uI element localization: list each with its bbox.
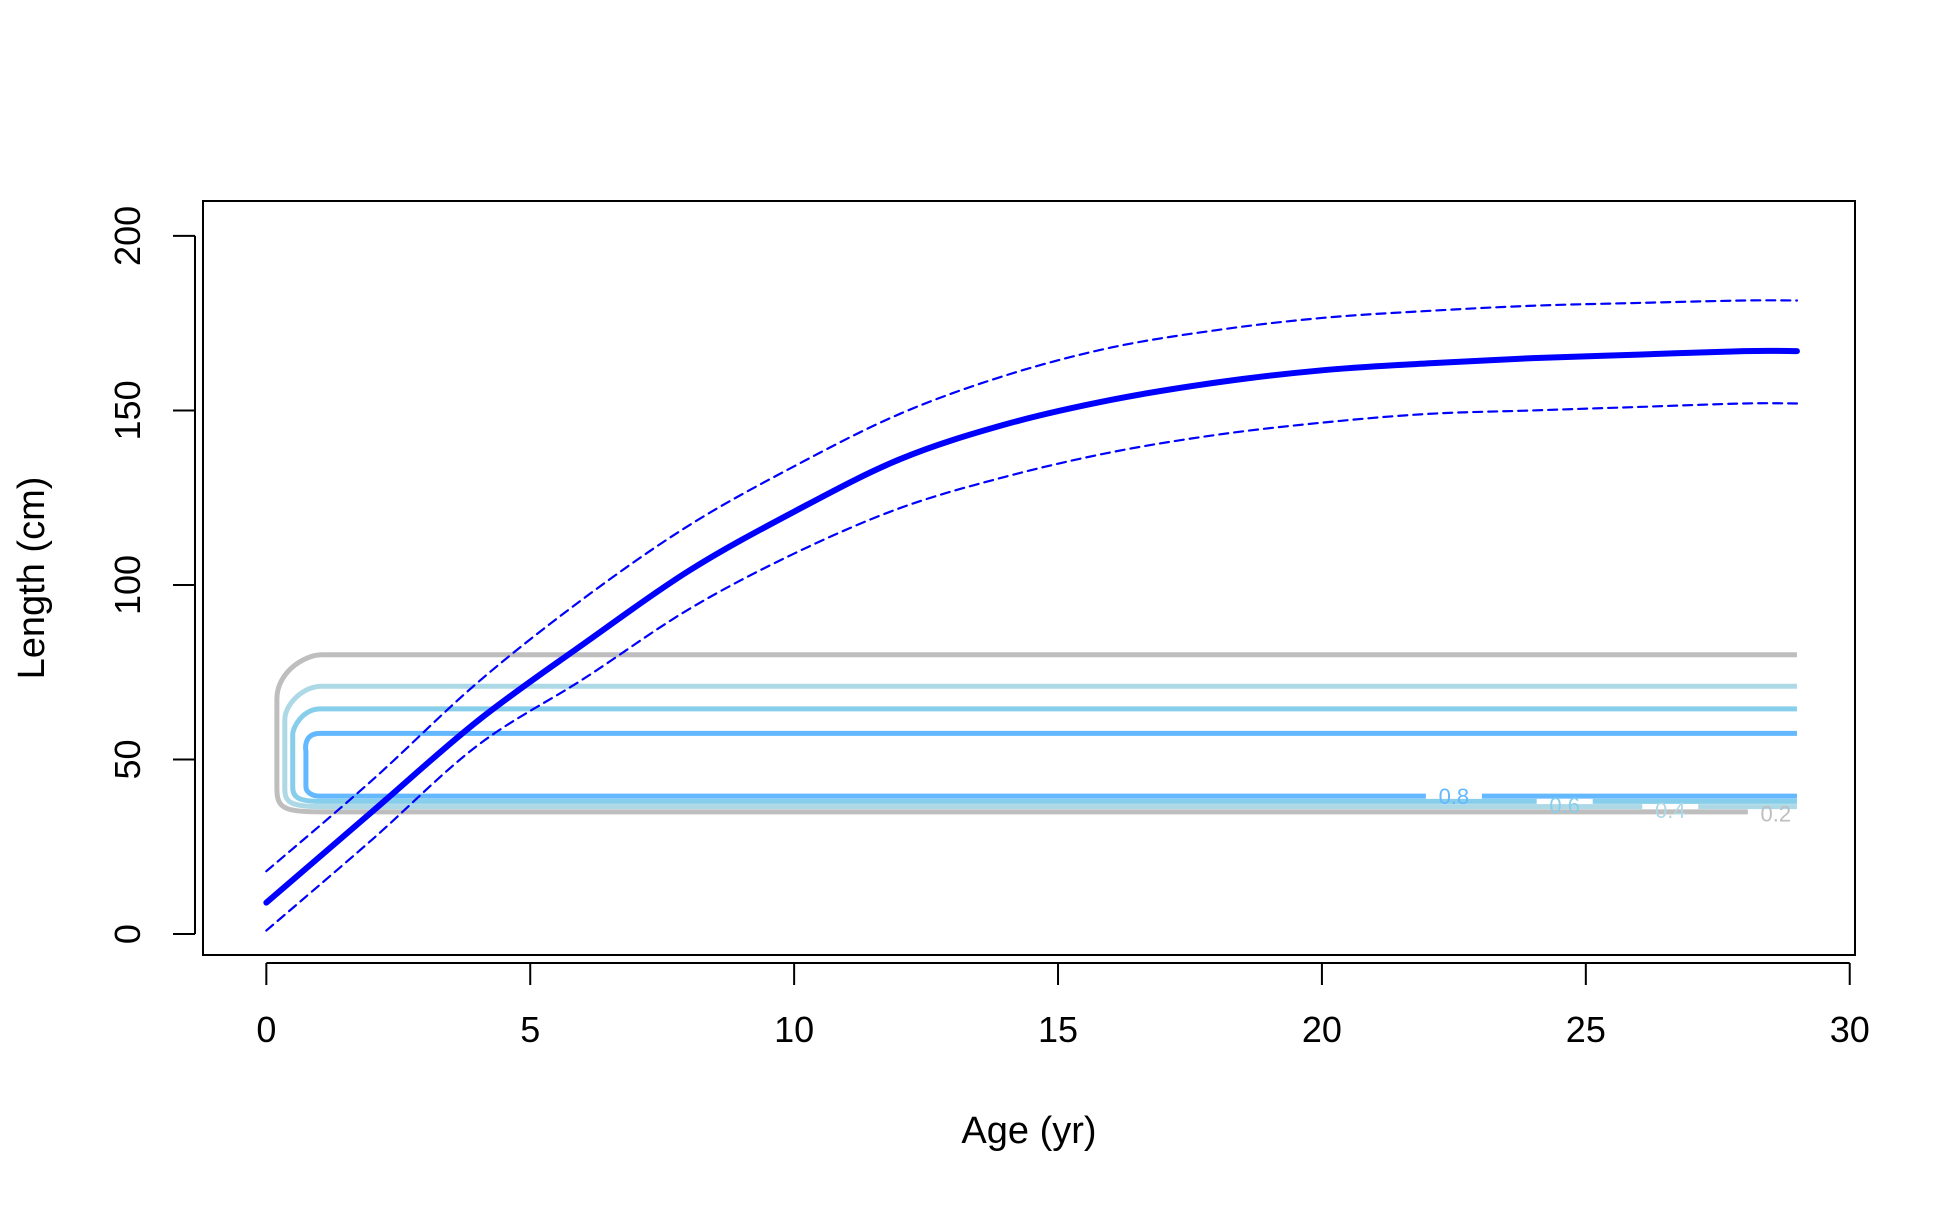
contour-line-0.4: [282, 683, 1797, 810]
y-tick-label-200: 200: [107, 206, 148, 266]
contour-line-0.6: [290, 706, 1797, 804]
y-axis-label: Length (cm): [11, 477, 53, 680]
x-tick-label-20: 20: [1302, 1009, 1342, 1050]
y-axis: 0 50 100 150 200: [107, 206, 196, 944]
contour-label-0.6: 0.6: [1549, 793, 1580, 818]
y-tick-label-100: 100: [107, 555, 148, 615]
x-tick-label-0: 0: [256, 1009, 276, 1050]
contour-labels: 0.2 0.4 0.6 0.8: [1439, 784, 1792, 826]
series-growth-lower: [265, 402, 1799, 932]
contour-line-0.8: [303, 730, 1797, 799]
contour-lines: [274, 652, 1797, 815]
x-axis: 0 5 10 15 20 25 30: [256, 962, 1870, 1050]
y-tick-label-150: 150: [107, 380, 148, 440]
x-tick-label-15: 15: [1038, 1009, 1078, 1050]
x-tick-label-25: 25: [1566, 1009, 1606, 1050]
x-tick-label-30: 30: [1830, 1009, 1870, 1050]
series-growth-mean: [263, 347, 1800, 906]
x-tick-label-5: 5: [520, 1009, 540, 1050]
y-tick-label-50: 50: [107, 739, 148, 779]
y-tick-label-0: 0: [107, 924, 148, 944]
growth-series: [263, 299, 1800, 932]
contour-label-0.8: 0.8: [1439, 784, 1470, 809]
x-tick-label-10: 10: [774, 1009, 814, 1050]
x-axis-label: Age (yr): [961, 1110, 1096, 1152]
contour-line-0.2: [274, 652, 1797, 815]
contour-label-0.2: 0.2: [1761, 802, 1792, 827]
contour-label-0.4: 0.4: [1655, 798, 1686, 823]
plot-frame: [202, 200, 1856, 956]
